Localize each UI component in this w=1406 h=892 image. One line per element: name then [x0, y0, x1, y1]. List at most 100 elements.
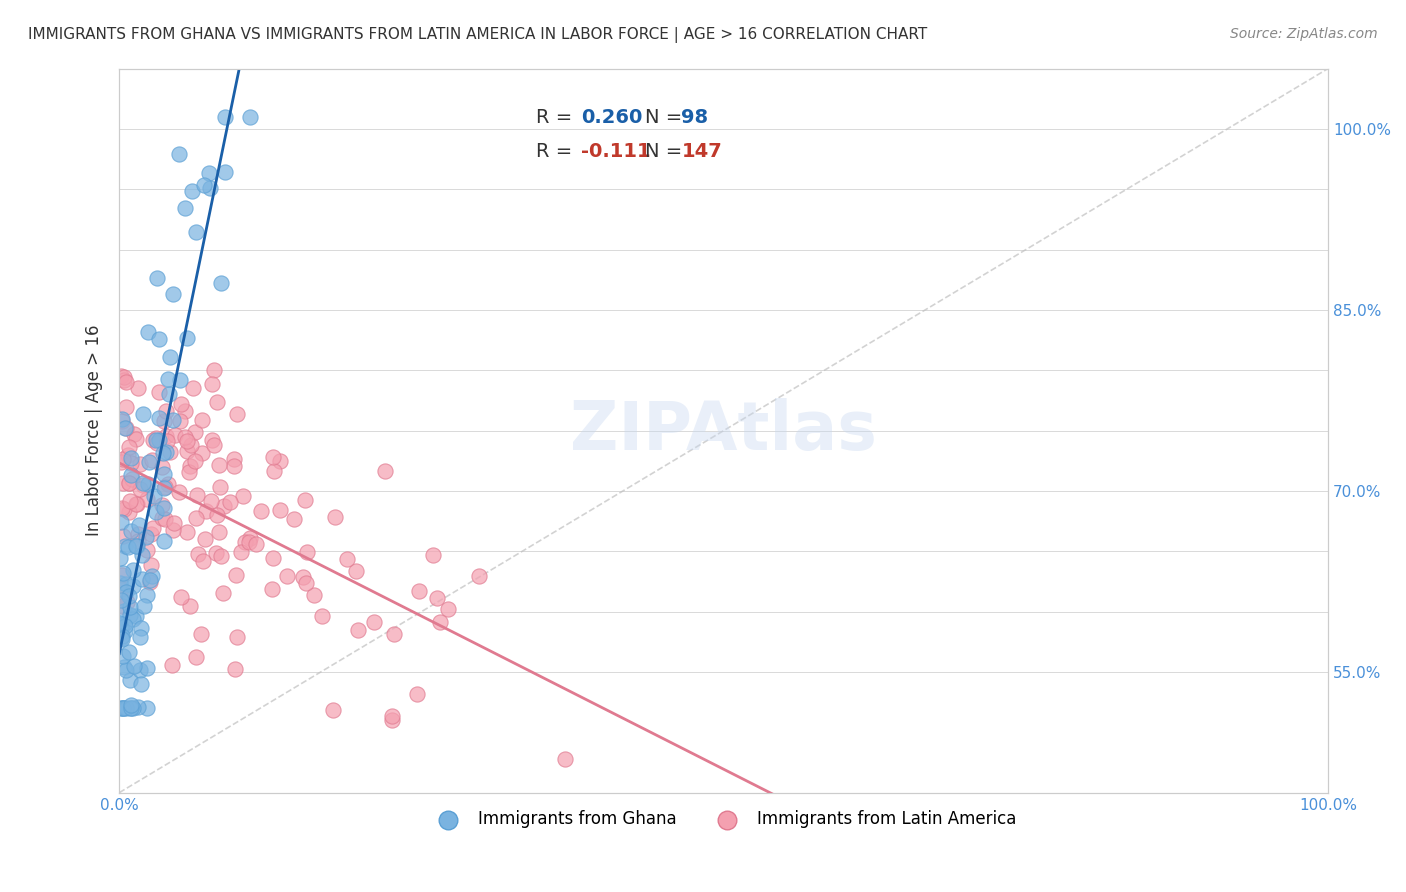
Point	[170, 397, 193, 411]
Point	[225, 631, 247, 645]
Text: R =: R =	[536, 108, 572, 127]
Point	[136, 326, 159, 340]
Point	[153, 467, 176, 481]
Point	[250, 504, 273, 518]
Point	[406, 687, 429, 701]
Point	[110, 620, 132, 634]
Point	[112, 566, 135, 581]
Point	[174, 201, 197, 215]
Point	[146, 436, 169, 450]
Point	[139, 574, 162, 589]
Point	[200, 433, 222, 447]
Point	[186, 511, 208, 525]
Point	[115, 701, 138, 715]
Point	[135, 661, 157, 675]
Point	[131, 549, 153, 563]
Point	[118, 644, 141, 658]
Point	[122, 612, 145, 626]
Point	[177, 465, 200, 479]
Point	[135, 701, 157, 715]
Point	[111, 599, 134, 614]
Point	[232, 489, 254, 503]
Point	[263, 465, 285, 479]
Point	[136, 588, 159, 602]
Point	[169, 373, 191, 387]
Point	[108, 575, 131, 590]
Point	[382, 627, 405, 641]
Point	[120, 698, 142, 712]
Point	[131, 572, 153, 586]
Point	[160, 657, 183, 672]
Point	[157, 387, 180, 401]
Point	[115, 376, 138, 390]
Point	[191, 445, 214, 459]
Point	[118, 589, 141, 603]
Text: -0.111: -0.111	[581, 142, 651, 161]
Point	[111, 412, 134, 426]
Point	[125, 497, 148, 511]
Point	[145, 434, 167, 448]
Point	[111, 568, 134, 582]
Point	[110, 454, 132, 468]
Point	[176, 443, 198, 458]
Point	[363, 615, 385, 630]
Point	[121, 701, 143, 715]
Point	[193, 178, 215, 192]
Point	[184, 649, 207, 664]
Point	[225, 407, 247, 421]
Point	[186, 225, 208, 239]
Point	[145, 431, 167, 445]
Point	[311, 609, 333, 624]
Point	[155, 445, 177, 459]
Point	[120, 673, 142, 688]
Point	[141, 527, 163, 541]
Text: ZIPAtlas: ZIPAtlas	[571, 398, 877, 464]
Point	[153, 481, 176, 495]
Point	[212, 586, 235, 600]
Point	[239, 110, 262, 124]
Point	[162, 287, 184, 301]
Point	[262, 582, 284, 596]
Point	[176, 331, 198, 345]
Point	[135, 530, 157, 544]
Point	[225, 568, 247, 582]
Point	[283, 512, 305, 526]
Point	[111, 529, 134, 543]
Point	[169, 147, 191, 161]
Point	[142, 433, 165, 447]
Point	[114, 421, 136, 435]
Point	[127, 497, 149, 511]
Point	[145, 505, 167, 519]
Point	[118, 475, 141, 490]
Point	[110, 515, 132, 529]
Point	[152, 446, 174, 460]
Point	[120, 524, 142, 539]
Point	[112, 648, 135, 663]
Point	[167, 484, 190, 499]
Point	[118, 701, 141, 715]
Point	[110, 582, 132, 597]
Point	[129, 482, 152, 496]
Point	[304, 588, 326, 602]
Point	[269, 503, 291, 517]
Point	[110, 593, 132, 607]
Point	[142, 521, 165, 535]
Point	[111, 475, 134, 490]
Point	[292, 570, 315, 584]
Point	[224, 662, 246, 676]
Point	[181, 381, 204, 395]
Point	[115, 577, 138, 591]
Point	[295, 576, 318, 591]
Point	[209, 276, 232, 290]
Point	[381, 709, 404, 723]
Point	[336, 552, 359, 566]
Point	[112, 452, 135, 467]
Point	[155, 404, 177, 418]
Point	[128, 630, 150, 644]
Point	[139, 573, 162, 587]
Point	[117, 540, 139, 554]
Point	[219, 494, 242, 508]
Point	[112, 372, 135, 386]
Point	[208, 458, 231, 472]
Point	[115, 400, 138, 414]
